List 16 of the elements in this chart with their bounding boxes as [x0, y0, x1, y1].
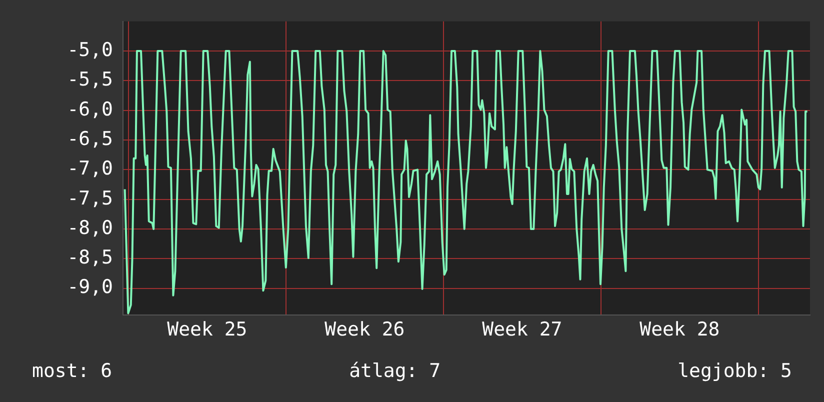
y-tick-label: -7,0 — [67, 158, 113, 180]
x-tick-label: Week 25 — [167, 318, 248, 340]
text: most: 6 — [32, 360, 112, 382]
x-tick-label: Week 27 — [482, 318, 562, 340]
y-tick-label: -7,5 — [67, 187, 113, 210]
y-tick-label: -6,0 — [67, 98, 113, 120]
x-tick-label: Week 26 — [324, 318, 405, 340]
y-tick-label: -5,5 — [67, 68, 113, 91]
text: legjobb: 5 — [678, 360, 792, 382]
y-tick-label: -8,0 — [67, 216, 113, 239]
y-tick-label: -8,5 — [67, 246, 113, 269]
text: átlag: 7 — [349, 360, 441, 382]
y-tick-label: -9,0 — [67, 276, 113, 298]
x-tick-label: Week 28 — [640, 318, 720, 340]
y-tick-label: -6,5 — [67, 128, 113, 150]
y-tick-label: -5,0 — [67, 38, 113, 61]
